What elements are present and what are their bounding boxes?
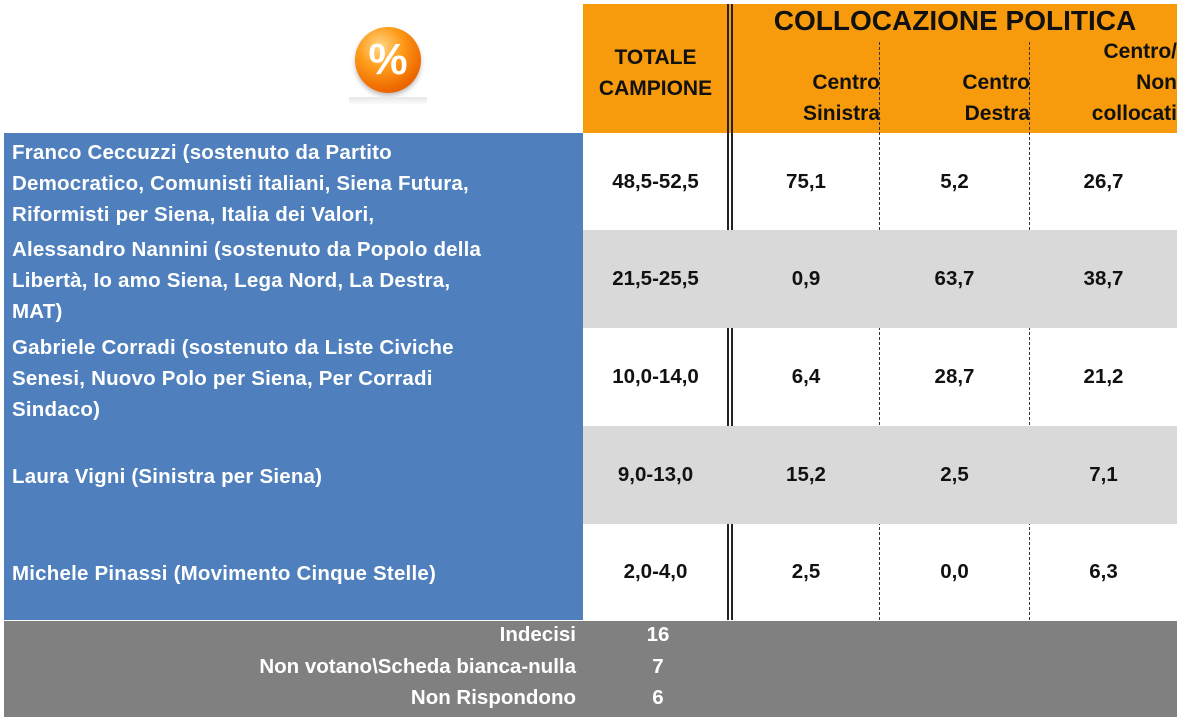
value-totale: 48,5-52,5 [612, 169, 699, 193]
footer-label-indecisi: Indecisi [499, 623, 576, 646]
header-centro-sinistra: Centro Sinistra [802, 71, 880, 125]
value-non-collocati: 38,7 [1083, 267, 1124, 290]
value-centro-destra: 28,7 [934, 365, 975, 388]
candidate-name: Michele Pinassi (Movimento Cinque Stelle… [12, 562, 436, 585]
footer-value-indecisi: 16 [646, 623, 670, 646]
value-totale: 10,0-14,0 [612, 365, 699, 388]
candidate-name: Laura Vigni (Sinistra per Siena) [12, 465, 323, 488]
header-totale-campione: TOTALE CAMPIONE [598, 46, 713, 100]
footer-label-non-rispondono: Non Rispondono [410, 686, 576, 709]
value-centro-destra: 63,7 [934, 267, 975, 290]
row-shade [583, 230, 1177, 328]
value-centro-sinistra: 15,2 [786, 463, 826, 486]
footer-value-non-votano: 7 [652, 655, 664, 678]
header-centro-destra: Centro Destra [962, 71, 1030, 125]
value-centro-sinistra: 6,4 [791, 365, 821, 388]
candidate-name: Gabriele Corradi (sostenuto da Liste Civ… [12, 336, 454, 421]
footer-panel [4, 621, 1177, 717]
header-collocazione-politica: COLLOCAZIONE POLITICA [773, 5, 1137, 36]
value-non-collocati: 21,2 [1083, 365, 1124, 388]
value-non-collocati: 7,1 [1089, 463, 1118, 486]
candidate-name: Alessandro Nannini (sostenuto da Popolo … [12, 238, 482, 323]
candidate-column [4, 133, 583, 620]
value-centro-sinistra: 2,5 [791, 560, 821, 583]
value-non-collocati: 26,7 [1083, 169, 1124, 193]
value-non-collocati: 6,3 [1089, 560, 1118, 583]
value-centro-destra: 5,2 [940, 169, 969, 193]
value-totale: 2,0-4,0 [623, 560, 688, 583]
column-divider [879, 42, 880, 620]
value-centro-destra: 0,0 [940, 560, 969, 583]
column-divider [1029, 42, 1030, 620]
value-centro-sinistra: 75,1 [786, 169, 826, 193]
value-totale: 21,5-25,5 [612, 267, 699, 290]
footer-value-non-rispondono: 6 [652, 686, 664, 709]
value-totale: 9,0-13,0 [617, 463, 694, 486]
candidate-name: Franco Ceccuzzi (sostenuto da Partito De… [12, 140, 469, 226]
table-header [583, 4, 1177, 133]
percent-icon: % [349, 27, 427, 105]
header-centro-non-collocati: Centro/ Non collocati [1091, 40, 1177, 125]
value-centro-destra: 2,5 [940, 463, 969, 486]
value-centro-sinistra: 0,9 [791, 267, 821, 290]
footer-label-non-votano: Non votano\Scheda bianca-nulla [259, 655, 576, 678]
row-shade [583, 426, 1177, 524]
